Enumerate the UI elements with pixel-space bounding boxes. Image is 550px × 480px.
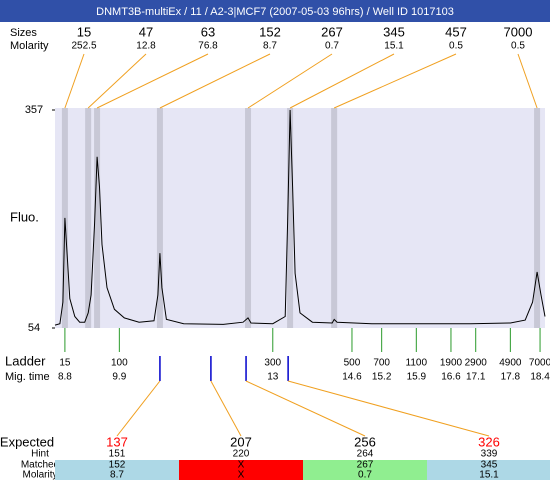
row-label: Molarity xyxy=(22,470,57,480)
expected-value: 326 xyxy=(478,434,500,449)
peak-band xyxy=(534,108,541,328)
mig-time-label: Mig. time xyxy=(5,371,50,383)
ladder-time: 9.9 xyxy=(112,372,126,383)
expected-connector xyxy=(210,380,242,437)
peak-molarity: 12.8 xyxy=(136,41,156,52)
ladder-time: 17.8 xyxy=(501,372,521,383)
ladder-time: 14.6 xyxy=(342,372,362,383)
peak-band xyxy=(331,108,338,328)
sizes-header: Sizes xyxy=(10,27,37,39)
peak-size: 152 xyxy=(259,24,281,39)
matched-value: X xyxy=(238,460,245,471)
ladder-size: 500 xyxy=(344,358,361,369)
match-cell xyxy=(55,460,179,480)
y-axis-label: Fluo. xyxy=(10,209,39,224)
ladder-time: 8.8 xyxy=(58,372,72,383)
peak-size: 63 xyxy=(201,24,215,39)
expected-connector xyxy=(245,380,366,437)
peak-band xyxy=(156,108,163,328)
expected-value: 256 xyxy=(354,434,376,449)
ladder-size: 1100 xyxy=(406,358,428,369)
row-label: Matched xyxy=(21,460,59,471)
ladder-time: 17.1 xyxy=(466,372,486,383)
title-bar xyxy=(0,0,550,22)
ladder-size: 2900 xyxy=(465,358,488,369)
molarity-value: 8.7 xyxy=(110,470,124,480)
ladder-size: 100 xyxy=(111,358,128,369)
peak-size: 15 xyxy=(77,24,91,39)
ladder-size: 15 xyxy=(59,358,71,369)
match-cell xyxy=(179,460,303,480)
peak-molarity: 76.8 xyxy=(198,41,218,52)
molarity-value: 15.1 xyxy=(479,470,499,480)
plot-area xyxy=(55,108,545,328)
y-tick-label: 54 xyxy=(28,322,40,334)
match-cell xyxy=(303,460,427,480)
peak-connector xyxy=(517,53,538,109)
row-label: Hint xyxy=(31,449,49,460)
y-tick-label: 357 xyxy=(25,104,43,116)
peak-molarity: 0.5 xyxy=(511,41,525,52)
ladder-time: 16.6 xyxy=(441,372,461,383)
peak-size: 345 xyxy=(383,24,405,39)
molarity-header: Molarity xyxy=(10,40,49,52)
peak-connector xyxy=(64,53,85,109)
hint-value: 151 xyxy=(109,449,126,460)
peak-molarity: 0.7 xyxy=(325,41,339,52)
molarity-value: 0.7 xyxy=(358,470,372,480)
molarity-value: X xyxy=(238,470,245,480)
peak-connector xyxy=(247,53,333,109)
ladder-time: 18.4 xyxy=(530,372,550,383)
peak-molarity: 252.5 xyxy=(71,41,96,52)
row-label: Expected xyxy=(0,434,54,449)
ladder-time: 15.9 xyxy=(407,372,427,383)
peak-size: 47 xyxy=(139,24,153,39)
peak-connector xyxy=(159,53,271,109)
peak-band xyxy=(94,108,101,328)
peak-band xyxy=(287,108,294,328)
trace xyxy=(54,109,546,326)
hint-value: 339 xyxy=(481,449,498,460)
matched-value: 152 xyxy=(109,460,126,471)
ladder-size: 700 xyxy=(373,358,390,369)
matched-value: 267 xyxy=(357,460,374,471)
expected-value: 207 xyxy=(230,434,252,449)
hint-value: 264 xyxy=(357,449,374,460)
peak-connector xyxy=(96,53,209,109)
peak-molarity: 15.1 xyxy=(384,41,404,52)
ladder-label: Ladder xyxy=(5,353,46,368)
peak-connector xyxy=(87,53,147,109)
ladder-time: 13 xyxy=(267,372,279,383)
ladder-size: 4900 xyxy=(499,358,522,369)
ladder-time: 15.2 xyxy=(372,372,392,383)
peak-molarity: 0.5 xyxy=(449,41,463,52)
peak-band xyxy=(85,108,92,328)
peak-connector xyxy=(289,53,395,109)
expected-connector xyxy=(287,380,490,437)
ladder-size: 7000 xyxy=(529,358,550,369)
matched-value: 345 xyxy=(481,460,498,471)
peak-size: 457 xyxy=(445,24,467,39)
ladder-size: 300 xyxy=(264,358,281,369)
chart-title: DNMT3B-multiEx / 11 / A2-3|MCF7 (2007-05… xyxy=(96,6,454,18)
peak-size: 267 xyxy=(321,24,343,39)
match-cell xyxy=(427,460,550,480)
hint-value: 220 xyxy=(233,449,250,460)
expected-connector xyxy=(116,380,161,437)
expected-value: 137 xyxy=(106,434,128,449)
peak-size: 7000 xyxy=(504,24,533,39)
peak-connector xyxy=(333,53,457,109)
peak-band xyxy=(245,108,252,328)
ladder-size: 1900 xyxy=(440,358,463,369)
peak-molarity: 8.7 xyxy=(263,41,277,52)
